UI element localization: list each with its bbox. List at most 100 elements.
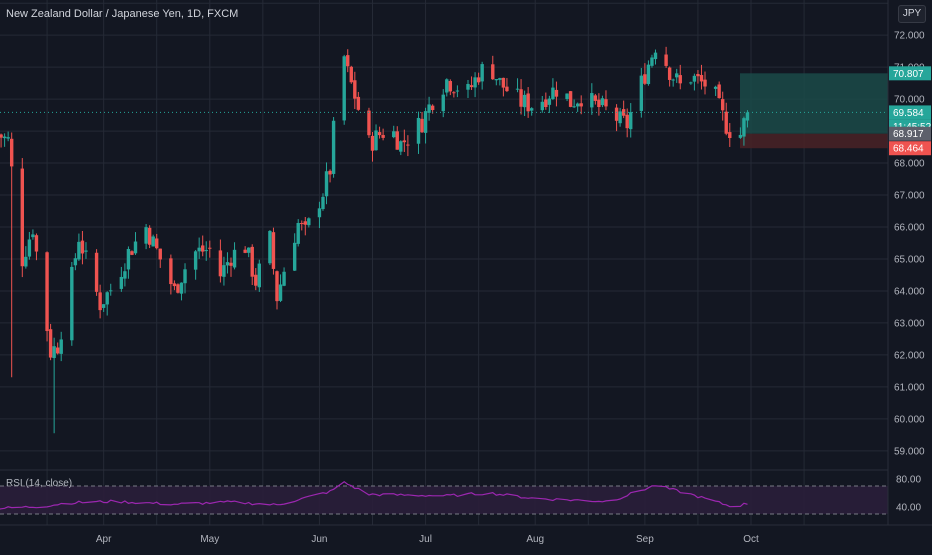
loss-zone[interactable] (740, 133, 888, 149)
candle-body (575, 103, 580, 107)
candle (728, 123, 732, 147)
candle-body (597, 99, 601, 107)
candle-body (183, 269, 187, 284)
candle (629, 103, 633, 138)
candle (445, 78, 449, 97)
candle (70, 262, 74, 346)
marker-label: 69.584 (893, 108, 924, 119)
candle (45, 251, 49, 342)
price-tick-label: 66.000 (894, 223, 925, 234)
candle-body (201, 245, 205, 252)
symbol-title[interactable]: New Zealand Dollar / Japanese Yen, 1D, F… (6, 8, 239, 20)
candle (547, 95, 552, 113)
candle (176, 283, 180, 294)
candle-body (664, 54, 668, 66)
candle-body (621, 109, 626, 116)
candle-body (98, 292, 102, 311)
candle-body (84, 250, 88, 252)
candle (169, 254, 173, 295)
candle-body (728, 132, 732, 139)
candle-body (73, 258, 78, 266)
candle (130, 250, 134, 256)
candle (667, 66, 672, 87)
candle (246, 247, 251, 258)
candle (254, 268, 258, 291)
candle (568, 90, 573, 108)
candle-body (229, 262, 233, 266)
candle (2, 133, 7, 147)
candle-body (420, 118, 424, 133)
candle (80, 230, 85, 265)
candle (324, 162, 329, 205)
price-marker-stop: 68.464 (889, 141, 931, 156)
candle (328, 169, 332, 183)
candle (395, 126, 399, 150)
candle-body (331, 120, 336, 174)
candle-body (381, 135, 385, 138)
candle (522, 90, 527, 117)
candle (225, 252, 230, 274)
candle (123, 263, 127, 287)
candle-body (158, 248, 162, 260)
candle (183, 263, 187, 294)
candle-body (27, 239, 32, 257)
candle-body (724, 111, 728, 134)
candle-body (515, 88, 520, 90)
candle-body (144, 227, 148, 244)
candle (406, 135, 410, 157)
candle (604, 90, 608, 111)
candle-body (94, 252, 99, 292)
candle-body (738, 134, 743, 138)
candle-body (55, 347, 60, 354)
candle-body (544, 99, 548, 108)
candle (664, 46, 668, 68)
candle (675, 68, 679, 83)
candle-body (24, 256, 28, 267)
candle-body (250, 246, 254, 277)
candle (625, 108, 629, 138)
candle (738, 127, 743, 139)
candle (342, 54, 346, 125)
candle-body (172, 283, 177, 287)
candle (452, 91, 456, 98)
candle (101, 304, 106, 312)
candle (275, 270, 279, 310)
candle (208, 240, 212, 258)
rsi-indicator-label[interactable]: RSI (14, close) (6, 478, 73, 489)
marker-bg (889, 105, 931, 120)
marker-label: 68.464 (893, 144, 924, 155)
candle-body (222, 265, 226, 277)
candle (621, 100, 626, 119)
candle-body (448, 81, 453, 92)
profit-zone[interactable] (740, 73, 888, 134)
position-tool[interactable] (740, 73, 888, 149)
candle (476, 72, 481, 85)
candle (565, 93, 569, 102)
candle-body (204, 250, 208, 252)
candle (469, 76, 474, 90)
candles (0, 46, 888, 434)
currency-button[interactable]: JPY (898, 5, 926, 23)
candle-body (639, 75, 644, 111)
candle-body (618, 111, 622, 124)
candle (646, 60, 651, 86)
candle (721, 91, 725, 121)
candle (331, 117, 336, 178)
price-tick-label: 63.000 (894, 318, 925, 329)
candle-body (402, 140, 407, 143)
candle-body (123, 271, 127, 279)
candle-body (646, 64, 651, 85)
candle (699, 64, 704, 90)
candle-body (176, 284, 180, 293)
candle (671, 78, 675, 87)
candle (84, 242, 88, 259)
price-marker-last: 69.584 (889, 105, 931, 120)
candle-body (275, 271, 279, 302)
candle-body (501, 77, 506, 88)
candle (448, 79, 453, 96)
rsi-tick-label: 80.00 (896, 475, 921, 486)
candle (745, 110, 750, 128)
candle (498, 77, 502, 86)
